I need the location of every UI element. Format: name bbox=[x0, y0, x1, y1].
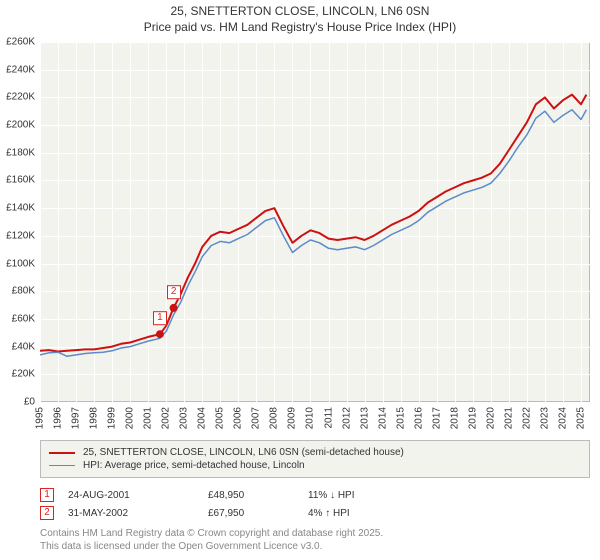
y-axis-tick-label: £0 bbox=[0, 397, 35, 408]
y-axis-tick-label: £60K bbox=[0, 313, 35, 324]
x-axis-tick-label: 2011 bbox=[323, 407, 334, 429]
chart-title-line1: 25, SNETTERTON CLOSE, LINCOLN, LN6 0SN bbox=[0, 4, 600, 18]
line-chart-svg bbox=[40, 42, 590, 402]
sale-price: £48,950 bbox=[208, 490, 308, 501]
x-axis-tick-label: 2015 bbox=[395, 407, 406, 429]
sales-table: 1 24-AUG-2001 £48,950 11% ↓ HPI 2 31-MAY… bbox=[40, 484, 590, 524]
x-axis-tick-label: 2008 bbox=[269, 407, 280, 429]
x-axis-tick-label: 2000 bbox=[125, 407, 136, 429]
y-axis-tick-label: £20K bbox=[0, 369, 35, 380]
x-axis-tick-label: 2009 bbox=[287, 407, 298, 429]
legend-label-series2: HPI: Average price, semi-detached house,… bbox=[83, 460, 305, 471]
x-axis-tick-label: 2003 bbox=[179, 407, 190, 429]
sale-date: 31-MAY-2002 bbox=[68, 508, 208, 519]
attribution-line2: This data is licensed under the Open Gov… bbox=[40, 541, 590, 554]
x-axis-tick-label: 2016 bbox=[413, 407, 424, 429]
sale-row: 2 31-MAY-2002 £67,950 4% ↑ HPI bbox=[40, 506, 590, 520]
x-axis-tick-label: 2010 bbox=[305, 407, 316, 429]
sale-price: £67,950 bbox=[208, 508, 308, 519]
x-axis-tick-label: 2007 bbox=[251, 407, 262, 429]
x-axis-tick-label: 2025 bbox=[575, 407, 586, 429]
sale-marker-badge: 2 bbox=[40, 506, 54, 520]
x-axis-tick-label: 2018 bbox=[449, 407, 460, 429]
y-axis-tick-label: £120K bbox=[0, 230, 35, 241]
x-axis-tick-label: 2023 bbox=[539, 407, 550, 429]
sale-delta: 4% ↑ HPI bbox=[308, 508, 448, 519]
legend-swatch-series2 bbox=[49, 465, 75, 467]
grid-line-horizontal bbox=[40, 402, 590, 403]
x-axis-tick-label: 2006 bbox=[233, 407, 244, 429]
attribution-line1: Contains HM Land Registry data © Crown c… bbox=[40, 528, 590, 541]
y-axis-tick-label: £160K bbox=[0, 175, 35, 186]
y-axis-tick-label: £220K bbox=[0, 92, 35, 103]
x-axis-tick-label: 2017 bbox=[431, 407, 442, 429]
x-axis-tick-label: 2014 bbox=[377, 407, 388, 429]
x-axis-tick-label: 2013 bbox=[359, 407, 370, 429]
x-axis-tick-label: 2024 bbox=[557, 407, 568, 429]
x-axis-tick-label: 1997 bbox=[71, 407, 82, 429]
x-axis-tick-label: 1998 bbox=[89, 407, 100, 429]
sale-row: 1 24-AUG-2001 £48,950 11% ↓ HPI bbox=[40, 488, 590, 502]
sale-marker-badge: 1 bbox=[40, 488, 54, 502]
x-axis-tick-label: 2001 bbox=[143, 407, 154, 429]
legend: 25, SNETTERTON CLOSE, LINCOLN, LN6 0SN (… bbox=[40, 440, 590, 478]
legend-label-series1: 25, SNETTERTON CLOSE, LINCOLN, LN6 0SN (… bbox=[83, 447, 404, 458]
x-axis-tick-label: 2005 bbox=[215, 407, 226, 429]
y-axis-tick-label: £180K bbox=[0, 147, 35, 158]
chart-plot-area: £0£20K£40K£60K£80K£100K£120K£140K£160K£1… bbox=[40, 42, 590, 402]
legend-swatch-series1 bbox=[49, 452, 75, 454]
y-axis-tick-label: £80K bbox=[0, 286, 35, 297]
y-axis-tick-label: £100K bbox=[0, 258, 35, 269]
x-axis-tick-label: 2021 bbox=[503, 407, 514, 429]
x-axis-tick-label: 2020 bbox=[485, 407, 496, 429]
x-axis-tick-label: 1999 bbox=[107, 407, 118, 429]
x-axis-tick-label: 2022 bbox=[521, 407, 532, 429]
attribution: Contains HM Land Registry data © Crown c… bbox=[40, 528, 590, 553]
sale-marker-dot bbox=[170, 304, 178, 312]
y-axis-tick-label: £260K bbox=[0, 37, 35, 48]
y-axis-tick-label: £40K bbox=[0, 341, 35, 352]
x-axis-tick-label: 1996 bbox=[53, 407, 64, 429]
x-axis-tick-label: 2012 bbox=[341, 407, 352, 429]
sale-marker-pin: 1 bbox=[153, 311, 167, 325]
x-axis-tick-label: 2019 bbox=[467, 407, 478, 429]
x-axis-tick-label: 2004 bbox=[197, 407, 208, 429]
x-axis-tick-label: 1995 bbox=[35, 407, 46, 429]
y-axis-tick-label: £240K bbox=[0, 64, 35, 75]
chart-title-line2: Price paid vs. HM Land Registry's House … bbox=[0, 20, 600, 34]
sale-date: 24-AUG-2001 bbox=[68, 490, 208, 501]
sale-delta: 11% ↓ HPI bbox=[308, 490, 448, 501]
sale-marker-dot bbox=[156, 330, 164, 338]
x-axis-tick-label: 2002 bbox=[161, 407, 172, 429]
sale-marker-pin: 2 bbox=[167, 285, 181, 299]
y-axis-tick-label: £140K bbox=[0, 203, 35, 214]
series-line-price_paid bbox=[40, 95, 586, 352]
y-axis-tick-label: £200K bbox=[0, 120, 35, 131]
series-line-hpi bbox=[40, 110, 586, 356]
